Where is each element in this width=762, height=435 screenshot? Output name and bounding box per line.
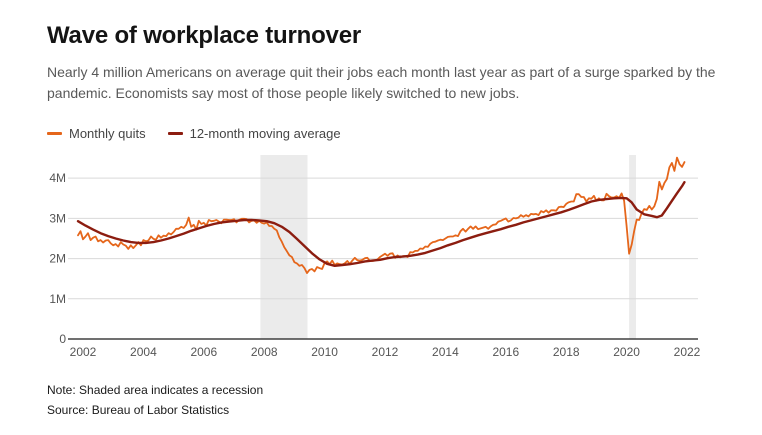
- y-axis-tick-label: 4M: [49, 171, 66, 185]
- x-axis-tick-label: 2008: [251, 345, 278, 359]
- series-line-monthly-quits: [77, 156, 686, 274]
- x-axis-tick-label: 2020: [613, 345, 640, 359]
- x-axis-tick-label: 2018: [553, 345, 580, 359]
- chart-note: Note: Shaded area indicates a recession: [47, 383, 264, 397]
- chart-footer: Note: Shaded area indicates a recession …: [47, 381, 263, 421]
- chart-source: Source: Bureau of Labor Statistics: [47, 402, 230, 417]
- monthly-quits-line-swatch-icon: [47, 132, 62, 135]
- x-axis-tick-label: 2010: [311, 345, 338, 359]
- chart-subtitle: Nearly 4 million Americans on average qu…: [47, 64, 716, 101]
- x-axis-tick-label: 2022: [674, 345, 701, 359]
- moving-average-line-swatch-icon: [167, 132, 183, 135]
- y-axis-tick-label: 1M: [49, 292, 66, 306]
- legend-item-monthly-quits: Monthly quits: [47, 126, 146, 141]
- legend-item-moving-average: 12-month moving average: [167, 126, 341, 141]
- x-axis-tick-label: 2014: [432, 345, 459, 359]
- legend-label: Monthly quits: [69, 126, 146, 141]
- x-axis-tick-label: 2006: [190, 345, 217, 359]
- y-axis-tick-label: 2M: [49, 252, 66, 266]
- quits-line-chart: 0 1M 2M 3M 4M 2002 2004 2006 2008 2010 2012 2014 201…: [49, 155, 701, 359]
- y-axis-tick-label: 0: [59, 332, 66, 346]
- x-axis-tick-label: 2012: [372, 345, 399, 359]
- legend-label: 12-month moving average: [189, 126, 341, 141]
- recession-band: [629, 155, 636, 339]
- chart-legend: Monthly quits 12-month moving average: [47, 126, 341, 141]
- x-axis-tick-label: 2002: [70, 345, 97, 359]
- page-title: Wave of workplace turnover: [47, 22, 361, 49]
- series-line-12-month-moving-average: [76, 181, 686, 268]
- x-axis-tick-label: 2016: [492, 345, 519, 359]
- y-axis-tick-label: 3M: [49, 211, 66, 225]
- x-axis-tick-label: 2004: [130, 345, 157, 359]
